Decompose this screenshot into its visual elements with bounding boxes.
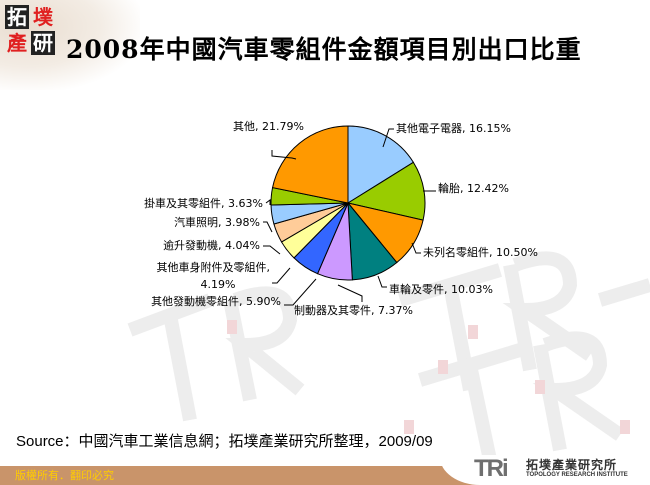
data-label: 車輪及零件, 10.03%: [389, 282, 493, 296]
pie-slices: [270, 125, 426, 281]
pie-slice: [346, 161, 426, 221]
data-label: 其他發動機零組件, 5.90%: [151, 294, 281, 308]
logo-char: 拓: [5, 5, 29, 29]
pie-slice: [271, 125, 349, 204]
data-label: 掛車及其零組件, 3.63%: [144, 196, 263, 210]
logo-char: 產: [7, 31, 27, 55]
pie-slice: [347, 125, 415, 204]
logo-char: 研: [31, 31, 55, 55]
org-name-cn: 拓墣產業研究所: [526, 458, 618, 472]
data-label: 制動器及其零件, 7.37%: [294, 303, 413, 317]
copyright-text: 版權所有．翻印必究: [15, 469, 114, 482]
data-label: 輪胎, 12.42%: [438, 181, 509, 195]
data-label: 其他, 21.79%: [233, 120, 304, 133]
data-label: 未列名零組件, 10.50%: [423, 245, 538, 259]
data-label: 其他車身附件及零組件,: [157, 260, 271, 274]
source-note: Source：中國汽車工業信息網；拓墣產業研究所整理，2009/09: [16, 433, 433, 450]
data-label: 其他電子電器, 16.15%: [396, 122, 511, 135]
data-label: 4.19%: [201, 278, 236, 291]
tri-logo-footer: TRi 拓墣產業研究所 TOPOLOGY RESEARCH INSTITUTE: [474, 456, 644, 482]
leader-lines: [263, 128, 436, 306]
data-label: 逾升發動機, 4.04%: [163, 238, 260, 252]
data-labels: 其他電子電器, 16.15% 輪胎, 12.42% 未列名零組件, 10.50% 車輪…: [144, 120, 538, 317]
logo-char: 墣: [33, 5, 53, 29]
page-title: 2008年中國汽車零組件金額項目別出口比重: [66, 35, 582, 64]
data-label: 汽車照明, 3.98%: [174, 215, 260, 229]
tri-mark: TRi: [474, 455, 509, 482]
footer-curve: [440, 455, 650, 485]
org-name-en: TOPOLOGY RESEARCH INSTITUTE: [526, 472, 628, 478]
tri-logo-header: 拓 墣 產 研: [5, 5, 57, 57]
